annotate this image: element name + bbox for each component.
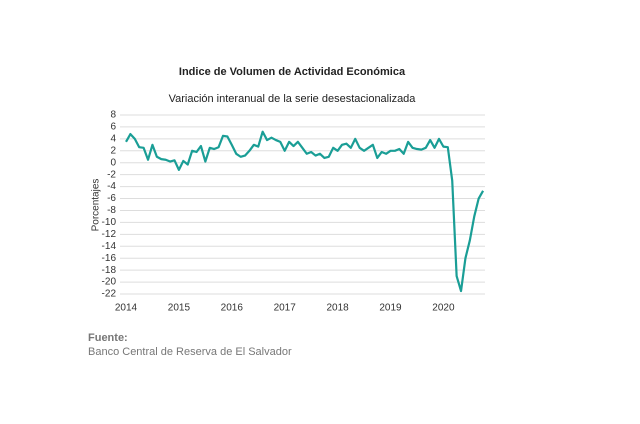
y-tick-label: -16 bbox=[102, 253, 117, 264]
y-tick-label: -18 bbox=[102, 265, 117, 276]
y-tick-label: -22 bbox=[102, 289, 117, 300]
y-tick-label: 0 bbox=[110, 157, 116, 168]
y-tick-label: -20 bbox=[102, 277, 117, 288]
x-tick-label: 2018 bbox=[326, 303, 349, 314]
chart-title: Indice de Volumen de Actividad Económica bbox=[179, 66, 406, 78]
y-tick-label: -12 bbox=[102, 229, 117, 240]
y-tick-label: 8 bbox=[110, 110, 116, 121]
x-tick-label: 2017 bbox=[274, 303, 297, 314]
y-axis-label: Porcentajes bbox=[91, 179, 102, 232]
y-tick-label: 2 bbox=[110, 145, 116, 156]
y-tick-label: -4 bbox=[107, 181, 116, 192]
source: Banco Central de Reserva de El Salvador bbox=[88, 346, 292, 358]
x-tick-label: 2019 bbox=[379, 303, 402, 314]
y-tick-label: -14 bbox=[102, 241, 117, 252]
y-tick-label: -6 bbox=[107, 193, 116, 204]
y-tick-label: 4 bbox=[110, 134, 116, 145]
y-tick-label: -10 bbox=[102, 217, 117, 228]
source-title: Fuente: bbox=[88, 332, 128, 344]
x-tick-label: 2014 bbox=[115, 303, 138, 314]
y-tick-label: -8 bbox=[107, 205, 116, 216]
y-tick-label: 6 bbox=[110, 122, 116, 133]
y-tick-label: -2 bbox=[107, 169, 116, 180]
chart-subtitle: Variación interanual de la serie desesta… bbox=[169, 93, 417, 105]
x-tick-label: 2020 bbox=[432, 303, 455, 314]
x-tick-label: 2016 bbox=[221, 303, 244, 314]
x-tick-label: 2015 bbox=[168, 303, 191, 314]
data-line bbox=[125, 130, 485, 293]
